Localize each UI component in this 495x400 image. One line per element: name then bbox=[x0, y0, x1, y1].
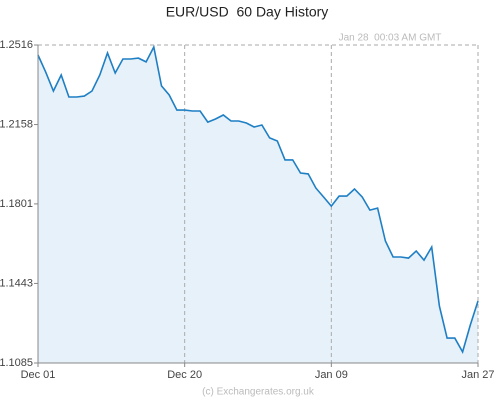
line bbox=[37, 44, 479, 354]
y-tick-label: 1.1801 bbox=[0, 198, 33, 210]
chart-title: EUR/USD 60 Day History bbox=[166, 4, 329, 20]
y-tick-label: 1.1085 bbox=[0, 357, 33, 369]
x-tick-label: Dec 01 bbox=[21, 369, 56, 381]
x-tick-label: Dec 20 bbox=[167, 369, 202, 381]
x-tick-label: Jan 27 bbox=[461, 369, 494, 381]
y-tick-label: 1.1443 bbox=[0, 277, 33, 289]
x-tick-label: Jan 09 bbox=[315, 369, 348, 381]
y-tick-label: 1.2158 bbox=[0, 118, 33, 130]
annotation: Jan 28 00:03 AM GMT bbox=[339, 33, 442, 44]
source-note: (c) Exchangerates.org.uk bbox=[202, 387, 315, 398]
area bbox=[38, 47, 478, 363]
y-tick-label: 1.2516 bbox=[0, 39, 33, 51]
